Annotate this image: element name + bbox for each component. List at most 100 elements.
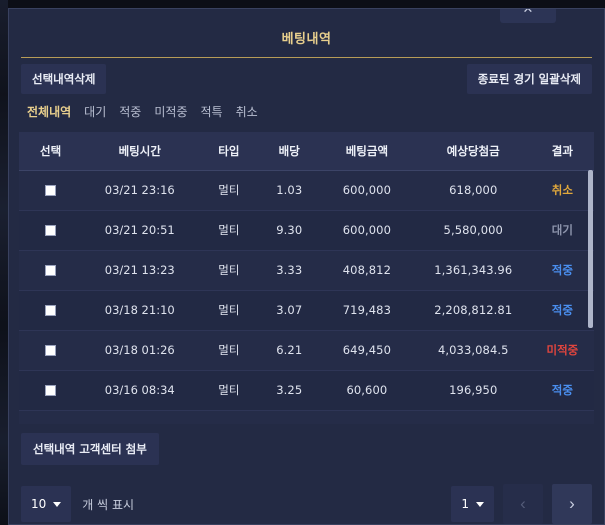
table-footer: 10 개 씩 표시 1 ‹ ›: [9, 479, 604, 524]
status-badge: 대기: [531, 410, 594, 424]
modal-topbar: ✕: [9, 9, 604, 23]
table-scrollbar-thumb[interactable]: [588, 170, 593, 328]
bet-time: 03/21 20:51: [104, 223, 175, 237]
bet-type: 멀티: [218, 183, 240, 197]
chevron-right-icon[interactable]: ›: [552, 484, 592, 524]
bet-type: 멀티: [218, 383, 240, 397]
table-row[interactable]: 03/16 05:58멀티7.5113,08098,230.8대기: [19, 410, 594, 424]
bet-type: 멀티: [218, 303, 240, 317]
chevron-down-icon: [476, 501, 484, 507]
betting-history-table-wrapper: 선택 베팅시간 타입 배당 베팅금액 예상당첨금 결과 03/21 23:16 멀…: [19, 132, 594, 424]
bet-payout: 2,208,812.81: [434, 303, 513, 317]
bet-type: 멀티: [197, 410, 260, 424]
table-row[interactable]: 03/21 23:16 멀티 1.03 600,000 618,000 취소: [19, 170, 594, 210]
tab-special[interactable]: 적특: [200, 101, 222, 122]
close-icon[interactable]: ✕: [500, 9, 556, 23]
background-page-edge: [0, 0, 8, 525]
bet-time: 03/21 23:16: [104, 183, 175, 197]
table-header-row: 선택 베팅시간 타입 배당 베팅금액 예상당첨금 결과: [19, 132, 594, 171]
bet-odds: 9.30: [276, 223, 303, 237]
delete-selected-button[interactable]: 선택내역삭제: [21, 64, 107, 94]
bet-odds: 1.03: [276, 183, 303, 197]
table-row[interactable]: 03/18 01:26 멀티 6.21 649,450 4,033,084.5 미적중: [19, 330, 594, 370]
row-select-cell: [19, 370, 82, 410]
bet-stake: 600,000: [342, 223, 391, 237]
toolbar: 선택내역삭제 종료된 경기 일괄삭제: [9, 58, 604, 98]
row-select-cell: [19, 290, 82, 330]
row-checkbox[interactable]: [45, 305, 57, 316]
tab-all[interactable]: 전체내역: [27, 101, 71, 122]
row-checkbox[interactable]: [45, 265, 57, 276]
row-select-cell: [19, 330, 82, 370]
column-header-type: 타입: [197, 132, 261, 171]
tab-lose[interactable]: 미적중: [154, 101, 187, 122]
table-row[interactable]: 03/21 20:51 멀티 9.30 600,000 5,580,000 대기: [19, 210, 594, 250]
per-page-select[interactable]: 10: [21, 486, 72, 522]
bet-stake: 408,812: [342, 263, 391, 277]
delete-finished-button[interactable]: 종료된 경기 일괄삭제: [466, 64, 592, 94]
bet-stake: 649,450: [342, 343, 391, 357]
bet-payout: 618,000: [449, 183, 498, 197]
bet-time: 03/16 05:58: [82, 410, 197, 424]
tab-cancel[interactable]: 취소: [236, 101, 258, 122]
tab-win[interactable]: 적중: [119, 101, 141, 122]
row-checkbox[interactable]: [45, 385, 57, 396]
bet-payout: 4,033,084.5: [437, 343, 509, 357]
pagination: 1 ‹ ›: [451, 484, 592, 524]
bet-odds: 3.07: [276, 303, 303, 317]
table-row[interactable]: 03/18 21:10 멀티 3.07 719,483 2,208,812.81 적중: [19, 290, 594, 330]
row-select-cell: [19, 210, 82, 250]
betting-history-table: 선택 베팅시간 타입 배당 베팅금액 예상당첨금 결과 03/21 23:16 멀…: [19, 132, 594, 424]
status-badge: 취소: [551, 183, 573, 197]
page-title: 베팅내역: [281, 32, 332, 47]
row-checkbox[interactable]: [45, 345, 57, 356]
filter-tabs: 전체내역 대기 적중 미적중 적특 취소: [9, 98, 604, 128]
bet-odds: 6.21: [276, 343, 303, 357]
status-badge: 미적중: [546, 343, 579, 357]
bet-type: 멀티: [218, 263, 240, 277]
status-badge: 대기: [551, 223, 573, 237]
status-badge: 적중: [551, 383, 573, 397]
row-checkbox[interactable]: [45, 185, 57, 196]
per-page-label: 개 씩 표시: [82, 497, 135, 512]
column-header-odds: 배당: [260, 132, 318, 171]
attach-to-support-button[interactable]: 선택내역 고객센터 첨부: [21, 433, 159, 465]
tab-pending[interactable]: 대기: [84, 101, 106, 122]
chevron-left-icon[interactable]: ‹: [503, 484, 543, 524]
table-row[interactable]: 03/16 08:34 멀티 3.25 60,600 196,950 적중: [19, 370, 594, 410]
status-badge: 적중: [551, 263, 573, 277]
bet-stake: 719,483: [342, 303, 391, 317]
status-badge: 적중: [551, 303, 573, 317]
bet-time: 03/18 21:10: [104, 303, 175, 317]
bet-payout: 98,230.8: [416, 410, 531, 424]
row-checkbox[interactable]: [45, 225, 57, 236]
bet-type: 멀티: [218, 223, 240, 237]
per-page-value: 10: [31, 497, 47, 511]
column-header-select: 선택: [19, 132, 83, 171]
bet-payout: 196,950: [449, 383, 498, 397]
bet-odds: 7.51: [261, 410, 319, 424]
row-select-cell: [19, 410, 82, 424]
column-header-payout: 예상당첨금: [415, 132, 531, 171]
bet-odds: 3.33: [276, 263, 303, 277]
row-select-cell: [19, 170, 82, 210]
column-header-result: 결과: [530, 132, 594, 171]
table-header: 선택 베팅시간 타입 배당 베팅금액 예상당첨금 결과: [19, 132, 594, 171]
bet-time: 03/21 13:23: [104, 263, 175, 277]
bet-stake: 600,000: [342, 183, 391, 197]
chevron-down-icon: [53, 501, 62, 507]
betting-history-modal: ✕ 베팅내역 선택내역삭제 종료된 경기 일괄삭제 전체내역 대기 적중 미적중…: [8, 8, 605, 525]
bet-odds: 3.25: [276, 383, 303, 397]
bet-stake: 60,600: [346, 383, 388, 397]
row-select-cell: [19, 250, 82, 290]
table-body: 03/21 23:16 멀티 1.03 600,000 618,000 취소 03/21 2…: [19, 170, 594, 424]
table-row[interactable]: 03/21 13:23 멀티 3.33 408,812 1,361,343.96 적중: [19, 250, 594, 290]
bet-time: 03/18 01:26: [104, 343, 175, 357]
bet-payout: 1,361,343.96: [434, 263, 513, 277]
page-value: 1: [461, 497, 469, 511]
page-select[interactable]: 1: [451, 486, 494, 522]
column-header-stake: 베팅금액: [318, 132, 416, 171]
column-header-time: 베팅시간: [82, 132, 198, 171]
title-divider: [21, 57, 592, 58]
bet-type: 멀티: [218, 343, 240, 357]
